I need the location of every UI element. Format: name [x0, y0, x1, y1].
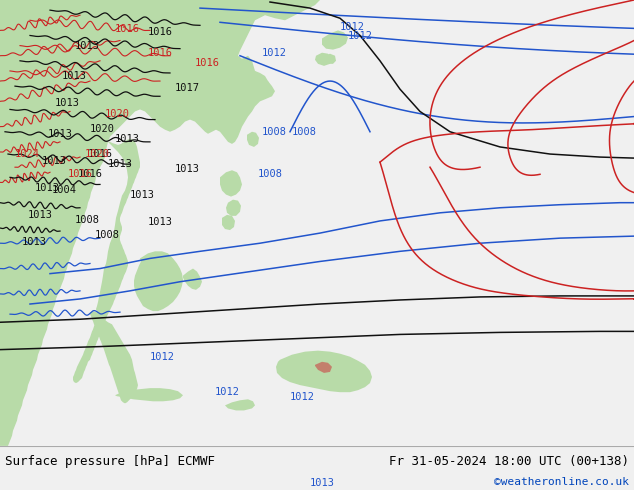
Text: 1004: 1004: [52, 185, 77, 195]
Text: 1016: 1016: [148, 48, 173, 58]
Text: 1013: 1013: [75, 41, 100, 50]
Text: Surface pressure [hPa] ECMWF: Surface pressure [hPa] ECMWF: [5, 455, 215, 468]
Text: 1012: 1012: [150, 352, 175, 362]
Polygon shape: [0, 0, 320, 446]
Text: 1012: 1012: [340, 23, 365, 32]
Text: Fr 31-05-2024 18:00 UTC (00+138): Fr 31-05-2024 18:00 UTC (00+138): [389, 455, 629, 468]
Text: 1012: 1012: [262, 48, 287, 58]
Text: 1008: 1008: [262, 127, 287, 137]
Text: 1013: 1013: [108, 159, 133, 169]
Polygon shape: [134, 251, 183, 311]
Polygon shape: [250, 71, 270, 93]
Polygon shape: [247, 132, 259, 147]
Text: 1013: 1013: [42, 156, 67, 166]
Text: 1016: 1016: [88, 149, 113, 159]
Text: 1013: 1013: [35, 182, 60, 193]
Text: 1013: 1013: [62, 71, 87, 81]
Text: 1013: 1013: [130, 190, 155, 199]
Polygon shape: [315, 362, 332, 373]
Text: 1013: 1013: [115, 134, 140, 144]
Text: 1013: 1013: [310, 478, 335, 489]
Polygon shape: [222, 215, 235, 230]
Text: 1013: 1013: [175, 164, 200, 174]
Text: 1012: 1012: [215, 387, 240, 397]
Text: 1013: 1013: [148, 217, 173, 227]
Text: 1008: 1008: [292, 127, 317, 137]
Polygon shape: [115, 388, 183, 401]
Text: 1016: 1016: [68, 170, 93, 179]
Polygon shape: [276, 351, 372, 392]
Polygon shape: [73, 139, 140, 383]
Text: 1020: 1020: [90, 124, 115, 134]
Text: 1008: 1008: [75, 215, 100, 225]
Text: 1016: 1016: [195, 58, 220, 68]
Text: 1013: 1013: [28, 210, 53, 220]
Polygon shape: [225, 399, 255, 411]
Text: 1008: 1008: [95, 230, 120, 240]
Text: 1016: 1016: [78, 170, 103, 179]
Text: 1013: 1013: [55, 98, 80, 108]
Text: ©weatheronline.co.uk: ©weatheronline.co.uk: [494, 477, 629, 487]
Polygon shape: [220, 170, 242, 196]
Polygon shape: [315, 53, 332, 66]
Polygon shape: [183, 269, 202, 290]
Text: 1017: 1017: [175, 83, 200, 93]
Text: 1013: 1013: [48, 129, 73, 139]
Polygon shape: [226, 199, 241, 216]
Text: 1016: 1016: [148, 27, 173, 37]
Text: 1012: 1012: [348, 30, 373, 41]
Text: 1024: 1024: [15, 149, 40, 159]
Polygon shape: [90, 311, 138, 403]
Polygon shape: [322, 30, 348, 49]
Text: 1008: 1008: [258, 170, 283, 179]
Text: 1013: 1013: [22, 237, 47, 247]
Text: 1020: 1020: [105, 109, 130, 119]
Text: 1016: 1016: [115, 24, 140, 34]
Text: 1012: 1012: [290, 392, 315, 402]
Polygon shape: [325, 54, 336, 64]
Text: 1020: 1020: [85, 149, 110, 159]
